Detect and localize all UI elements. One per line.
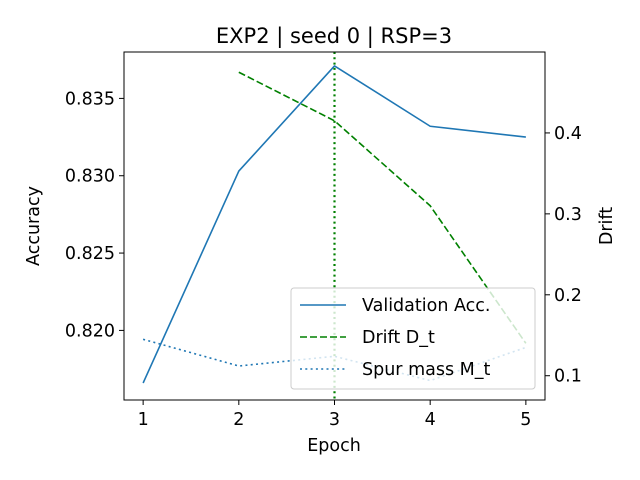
y2-tick-label: 0.2 <box>554 286 582 306</box>
y-tick-label: 0.830 <box>65 167 115 187</box>
legend: Validation Acc. Drift D_t Spur mass M_t <box>290 287 536 390</box>
plot-frame <box>123 51 546 401</box>
x-tick-label: 1 <box>138 410 149 430</box>
y2-tick-label: 0.1 <box>554 367 582 387</box>
x-axis-ticks: 1 2 3 4 5 <box>138 400 531 430</box>
y2-tick-label: 0.3 <box>554 205 582 225</box>
y-tick-label: 0.825 <box>65 244 115 264</box>
y-tick-label: 0.835 <box>65 89 115 109</box>
x-tick-label: 3 <box>329 410 340 430</box>
y2-tick-label: 0.4 <box>554 124 582 144</box>
legend-box <box>290 287 536 390</box>
legend-label: Spur mass M_t <box>362 360 490 380</box>
x-tick-label: 2 <box>233 410 244 430</box>
x-tick-label: 5 <box>520 410 531 430</box>
y-tick-label: 0.820 <box>65 321 115 341</box>
y-axis-ticks: 0.820 0.825 0.830 0.835 <box>65 89 124 341</box>
x-axis-label: Epoch <box>307 436 361 456</box>
series-line-validation-acc <box>142 65 526 384</box>
chart-title: EXP2 | seed 0 | RSP=3 <box>216 24 452 49</box>
y-axis-label: Accuracy <box>24 186 44 266</box>
legend-label: Validation Acc. <box>362 296 490 316</box>
x-tick-label: 4 <box>425 410 436 430</box>
y2-axis-label: Drift <box>597 207 617 245</box>
series-line-drift-d-t <box>238 71 527 344</box>
chart-series <box>142 52 527 400</box>
y2-axis-ticks: 0.1 0.2 0.3 0.4 <box>545 124 582 387</box>
legend-label: Drift D_t <box>362 328 435 348</box>
